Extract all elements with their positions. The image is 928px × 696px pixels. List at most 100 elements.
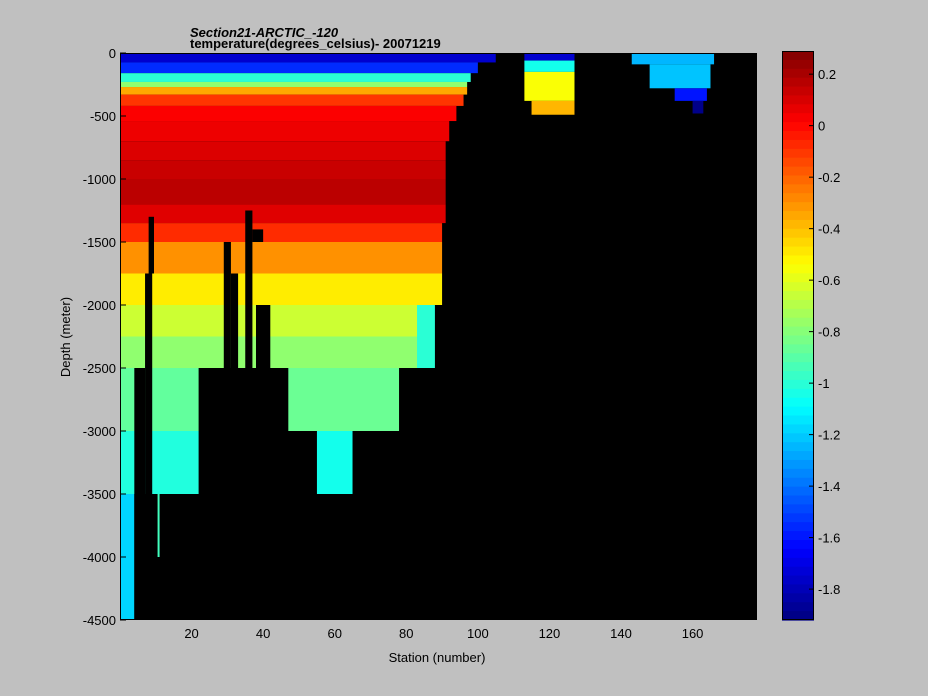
colorbar-swatch: [782, 371, 814, 381]
data-cell: [120, 160, 446, 179]
colorbar-tick-label: -1.8: [818, 582, 840, 597]
colorbar-tick-label: -0.6: [818, 273, 840, 288]
colorbar-swatch: [782, 282, 814, 292]
colorbar-swatch: [782, 131, 814, 141]
colorbar-swatch: [782, 335, 814, 345]
colorbar-swatch: [782, 175, 814, 185]
colorbar-swatch: [782, 397, 814, 408]
no-data-region: [270, 368, 289, 620]
colorbar-tick-label: 0.2: [818, 67, 836, 82]
colorbar-swatch: [782, 193, 814, 203]
data-cell: [120, 179, 446, 205]
chart-title-line2: temperature(degrees_celsius)- 20071219: [190, 36, 441, 51]
colorbar-tick-label: -1: [818, 376, 830, 391]
data-cell: [120, 273, 443, 305]
colorbar-tick-label: -1.2: [818, 428, 840, 443]
data-cell: [120, 141, 446, 161]
data-cell: [531, 100, 575, 115]
data-cell: [120, 242, 443, 274]
colorbar-swatch: [782, 202, 814, 212]
no-data-region: [352, 431, 400, 620]
no-data-region: [252, 368, 256, 620]
colorbar-swatch: [782, 468, 814, 479]
colorbar-swatch: [782, 273, 814, 283]
colorbar-swatch: [782, 246, 814, 257]
colorbar-swatch: [782, 51, 814, 61]
y-tick-label: -2500: [83, 361, 116, 376]
data-cell: [417, 305, 439, 368]
colorbar-swatch: [782, 406, 814, 417]
x-tick-label: 100: [467, 626, 489, 641]
no-data-region: [145, 273, 153, 620]
no-data-region: [288, 431, 317, 620]
y-tick-label: -3000: [83, 424, 116, 439]
y-tick-label: -4500: [83, 613, 116, 628]
data-cell: [120, 53, 496, 63]
y-axis-ticks: 0 -500 -1000 -1500 -2000 -2500 -3000 -3500 -4000…: [83, 46, 126, 628]
colorbar-swatch: [782, 95, 814, 105]
colorbar-swatch: [782, 264, 814, 274]
data-cell: [120, 121, 450, 142]
colorbar-tick-label: -1.4: [818, 479, 840, 494]
data-cell: [120, 87, 468, 95]
data-cell: [120, 431, 199, 494]
data-cell: [524, 53, 575, 61]
no-data-region: [159, 494, 199, 620]
data-cell: [692, 100, 704, 114]
colorbar-tick-label: 0: [818, 119, 825, 134]
y-tick-label: -2000: [83, 298, 116, 313]
x-tick-label: 160: [682, 626, 704, 641]
y-tick-label: -1000: [83, 172, 116, 187]
plot-frame: [120, 53, 757, 620]
x-tick-label: 60: [327, 626, 341, 641]
no-data-region: [153, 494, 160, 620]
colorbar-tick-label: -1.6: [818, 531, 840, 546]
y-tick-label: 0: [109, 46, 116, 61]
colorbar-tick-label: -0.8: [818, 325, 840, 340]
no-data-region: [434, 305, 443, 368]
colorbar-swatch: [782, 219, 814, 230]
data-cell: [120, 305, 435, 337]
colorbar-swatch: [782, 68, 814, 79]
colorbar-swatch: [782, 539, 814, 550]
colorbar-swatch: [782, 433, 814, 443]
colorbar-swatch: [782, 148, 814, 159]
no-data-region: [134, 368, 146, 620]
colorbar-swatch: [782, 353, 814, 363]
colorbar-swatch: [782, 442, 814, 452]
plot-area: [120, 53, 757, 620]
no-data-region: [238, 368, 246, 620]
colorbar-swatch: [782, 237, 814, 248]
colorbar-swatch: [782, 593, 814, 603]
colorbar-swatch: [782, 308, 814, 319]
x-tick-label: 40: [256, 626, 270, 641]
colorbar-swatch: [782, 575, 814, 586]
data-cell: [631, 53, 715, 65]
colorbar-tick-label: -0.2: [818, 170, 840, 185]
data-cell: [120, 336, 435, 368]
colorbar-swatch: [782, 211, 814, 221]
no-data-region: [230, 273, 239, 368]
colorbar-swatch: [782, 557, 814, 568]
colorbar-swatch: [782, 459, 814, 470]
colorbar-swatch: [782, 477, 814, 488]
colorbar-swatch: [782, 451, 814, 461]
data-cell: [120, 73, 471, 82]
colorbar-swatch: [782, 522, 814, 532]
colorbar-swatch: [782, 139, 814, 150]
no-data-region: [316, 494, 353, 620]
data-cell: [120, 223, 443, 242]
colorbar-swatch: [782, 504, 814, 514]
colorbar-swatch: [782, 184, 814, 194]
colorbar-swatch: [782, 388, 814, 399]
no-data-region: [198, 368, 231, 620]
colorbar-swatch: [782, 424, 814, 434]
data-cell: [120, 105, 457, 122]
colorbar-swatch: [782, 379, 814, 390]
chart-title-line1: Section21-ARCTIC_-120: [190, 25, 339, 40]
data-cell: [120, 204, 446, 224]
no-data-region: [148, 216, 154, 274]
y-tick-label: -4000: [83, 550, 116, 565]
data-cell: [524, 60, 575, 72]
colorbar-frame: [782, 51, 814, 620]
